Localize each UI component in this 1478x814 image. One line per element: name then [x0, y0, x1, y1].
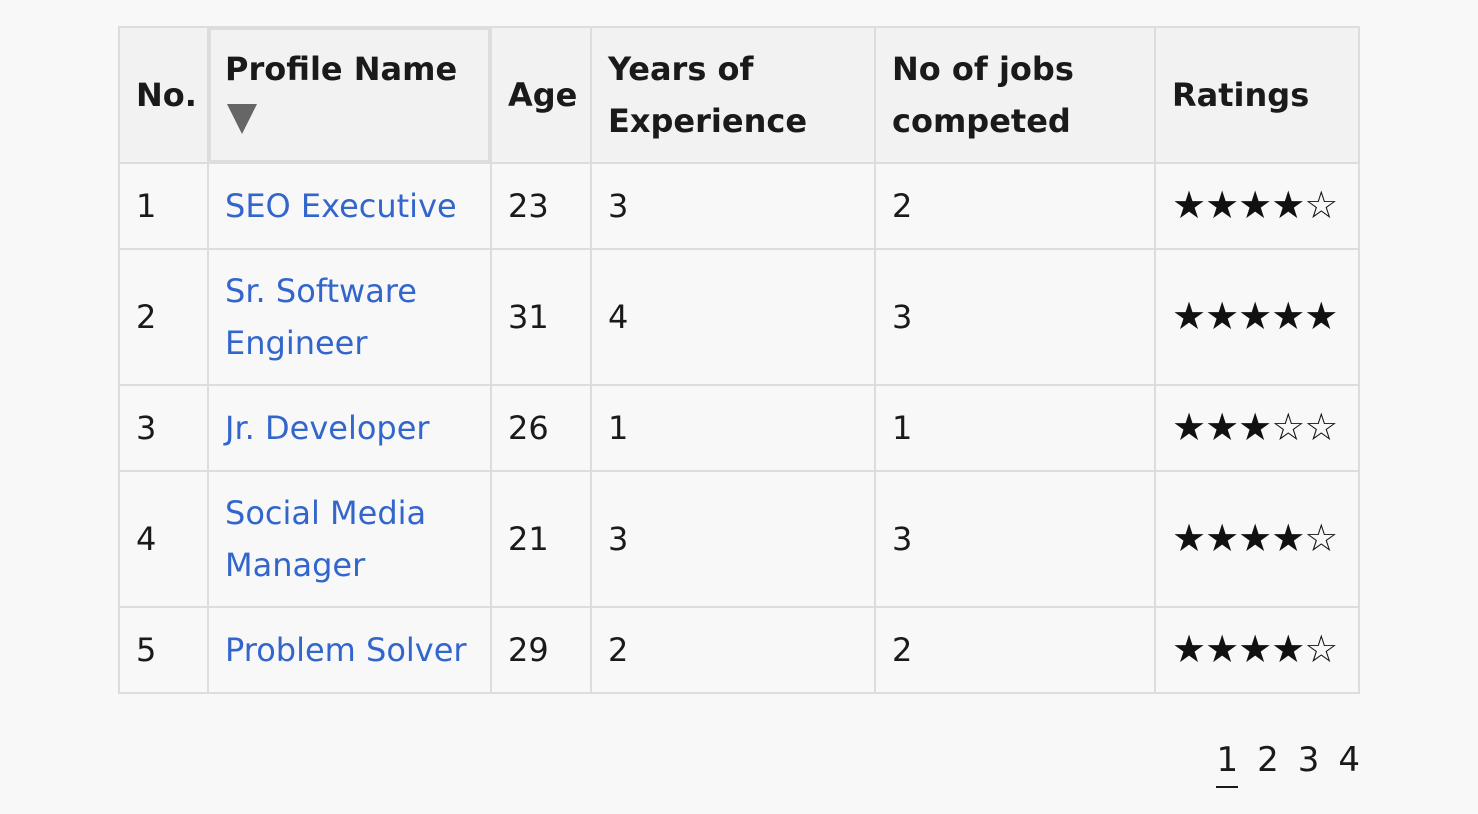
cell-years-experience: 1 — [590, 384, 876, 472]
cell-rating: ★★★★☆ — [1154, 470, 1360, 608]
star-rating: ★★★★☆ — [1172, 183, 1338, 227]
table-row: 5 Problem Solver 29 2 2 ★★★★☆ — [118, 606, 1360, 694]
table-row: 4 Social Media Manager 21 3 3 ★★★★☆ — [118, 470, 1360, 608]
cell-age: 29 — [490, 606, 592, 694]
sort-descending-icon[interactable] — [227, 104, 257, 134]
cell-rating: ★★★★☆ — [1154, 606, 1360, 694]
star-rating: ★★★☆☆ — [1172, 405, 1338, 449]
cell-jobs-completed: 3 — [874, 470, 1156, 608]
cell-no: 3 — [118, 384, 209, 472]
cell-jobs-completed: 2 — [874, 606, 1156, 694]
column-header-jobs-completed: No of jobs competed — [874, 26, 1156, 164]
profile-link[interactable]: Sr. Software Engineer — [225, 272, 417, 362]
column-header-years-experience: Years of Experience — [590, 26, 876, 164]
table-row: 1 SEO Executive 23 3 2 ★★★★☆ — [118, 162, 1360, 250]
cell-age: 26 — [490, 384, 592, 472]
column-header-ratings: Ratings — [1154, 26, 1360, 164]
table-row: 3 Jr. Developer 26 1 1 ★★★☆☆ — [118, 384, 1360, 472]
cell-profile-name: Social Media Manager — [207, 470, 492, 608]
page-link-2[interactable]: 2 — [1257, 740, 1279, 780]
table-header-row: No. Profile Name Age Years of Experience… — [118, 26, 1360, 164]
pagination: 1 2 3 4 — [1216, 740, 1360, 788]
cell-no: 2 — [118, 248, 209, 386]
cell-jobs-completed: 1 — [874, 384, 1156, 472]
star-rating: ★★★★☆ — [1172, 516, 1338, 560]
profile-link[interactable]: Problem Solver — [225, 631, 467, 669]
table-row: 2 Sr. Software Engineer 31 4 3 ★★★★★ — [118, 248, 1360, 386]
cell-years-experience: 2 — [590, 606, 876, 694]
column-header-no: No. — [118, 26, 209, 164]
profile-link[interactable]: Jr. Developer — [225, 409, 430, 447]
cell-profile-name: Problem Solver — [207, 606, 492, 694]
cell-rating: ★★★★★ — [1154, 248, 1360, 386]
cell-jobs-completed: 2 — [874, 162, 1156, 250]
column-header-profile-name[interactable]: Profile Name — [207, 26, 492, 164]
cell-no: 1 — [118, 162, 209, 250]
column-header-profile-name-label: Profile Name — [225, 50, 458, 88]
column-header-age: Age — [490, 26, 592, 164]
cell-profile-name: Sr. Software Engineer — [207, 248, 492, 386]
profile-link[interactable]: Social Media Manager — [225, 494, 427, 584]
cell-profile-name: Jr. Developer — [207, 384, 492, 472]
cell-age: 23 — [490, 162, 592, 250]
cell-no: 5 — [118, 606, 209, 694]
cell-rating: ★★★☆☆ — [1154, 384, 1360, 472]
cell-rating: ★★★★☆ — [1154, 162, 1360, 250]
cell-years-experience: 4 — [590, 248, 876, 386]
profile-link[interactable]: SEO Executive — [225, 187, 457, 225]
cell-no: 4 — [118, 470, 209, 608]
star-rating: ★★★★☆ — [1172, 627, 1338, 671]
page-link-1[interactable]: 1 — [1216, 740, 1239, 788]
page-link-3[interactable]: 3 — [1297, 740, 1320, 780]
profiles-table: No. Profile Name Age Years of Experience… — [118, 26, 1360, 694]
cell-age: 21 — [490, 470, 592, 608]
page-link-4[interactable]: 4 — [1338, 740, 1360, 780]
cell-profile-name: SEO Executive — [207, 162, 492, 250]
cell-age: 31 — [490, 248, 592, 386]
cell-years-experience: 3 — [590, 162, 876, 250]
star-rating: ★★★★★ — [1172, 294, 1338, 338]
cell-jobs-completed: 3 — [874, 248, 1156, 386]
cell-years-experience: 3 — [590, 470, 876, 608]
